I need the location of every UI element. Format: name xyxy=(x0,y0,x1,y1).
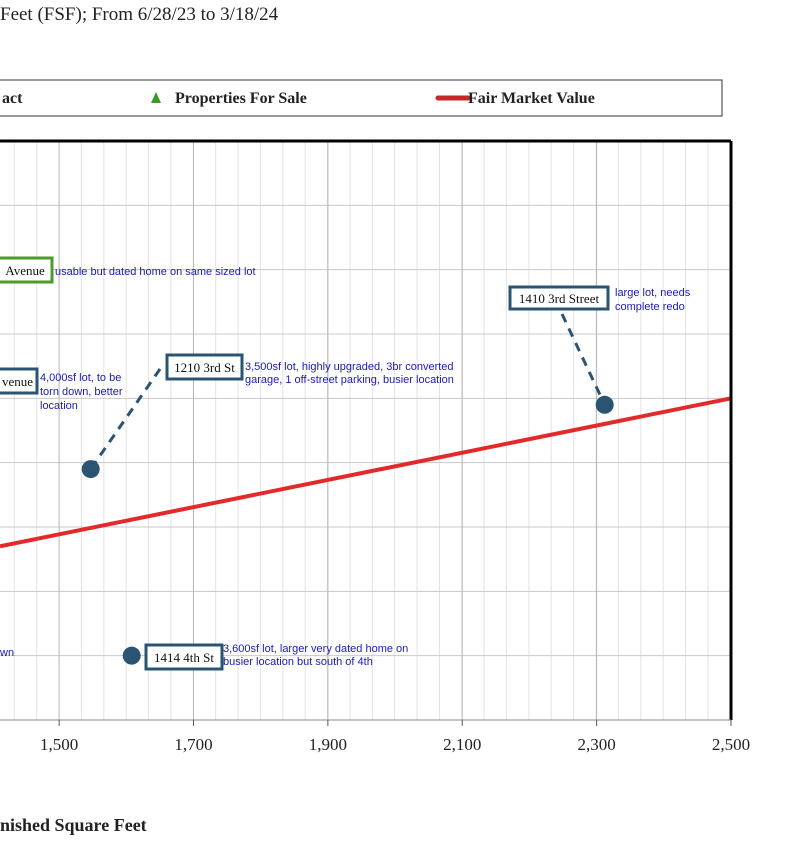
data-point xyxy=(122,646,141,665)
x-axis-ticks: 1,500 1,700 1,900 2,100 2,300 2,500 xyxy=(40,720,750,754)
callout-label: 1210 3rd St xyxy=(174,360,235,375)
x-tick-label: 2,500 xyxy=(712,735,750,754)
legend-entry-label: Fair Market Value xyxy=(468,90,595,107)
callout-box xyxy=(144,643,224,671)
annotation-note: busier location but south of 4th xyxy=(223,656,373,668)
callout-box xyxy=(508,285,610,311)
leader-line xyxy=(89,368,162,470)
x-axis-label: nished Square Feet xyxy=(0,815,147,835)
plot-background xyxy=(0,141,731,720)
leader-line xyxy=(560,313,607,406)
plot-area: Avenue usable but dated home on same size… xyxy=(0,139,733,721)
legend: act Properties For Sale Fair Market Valu… xyxy=(0,79,723,117)
annotations: Avenue usable but dated home on same size… xyxy=(0,256,691,671)
legend-entry-label: Properties For Sale xyxy=(175,90,307,107)
annotation-note: wn xyxy=(0,647,14,659)
callout-label: Avenue xyxy=(5,263,45,278)
gridlines xyxy=(0,141,732,720)
callout-box xyxy=(0,256,54,284)
annotation-note: torn down, better xyxy=(40,386,123,398)
annotation-note: 3,600sf lot, larger very dated home on xyxy=(223,643,408,655)
legend-frame xyxy=(0,79,723,117)
annotation-note: 4,000sf lot, to be xyxy=(40,372,121,384)
callout-box xyxy=(165,353,244,381)
data-points xyxy=(81,395,614,665)
x-tick-label: 1,900 xyxy=(309,735,347,754)
callout-label: 1414 4th St xyxy=(154,650,214,665)
annotation-note: location xyxy=(40,400,78,412)
annotation-note: usable but dated home on same sized lot xyxy=(55,266,256,278)
legend-triangle-icon xyxy=(151,92,161,103)
annotation-note: complete redo xyxy=(615,301,685,313)
fair-market-value-series xyxy=(0,396,732,549)
annotation-note: 3,500sf lot, highly upgraded, 3br conver… xyxy=(245,361,454,373)
callout-box xyxy=(0,367,39,395)
callout-label: 1410 3rd Street xyxy=(519,291,600,306)
data-point xyxy=(595,395,614,414)
x-tick-label: 2,300 xyxy=(578,735,616,754)
x-tick-label: 1,700 xyxy=(174,735,212,754)
annotation-note: large lot, needs xyxy=(615,287,691,299)
fair-market-value-line xyxy=(0,396,732,549)
callout-label: venue xyxy=(2,374,33,389)
x-tick-label: 1,500 xyxy=(40,735,78,754)
chart-title: Feet (FSF); From 6/28/23 to 3/18/24 xyxy=(0,4,279,25)
legend-entry-label: act xyxy=(2,90,23,107)
x-tick-label: 2,100 xyxy=(443,735,481,754)
data-point xyxy=(81,460,100,479)
annotation-note: garage, 1 off-street parking, busier loc… xyxy=(245,374,454,386)
